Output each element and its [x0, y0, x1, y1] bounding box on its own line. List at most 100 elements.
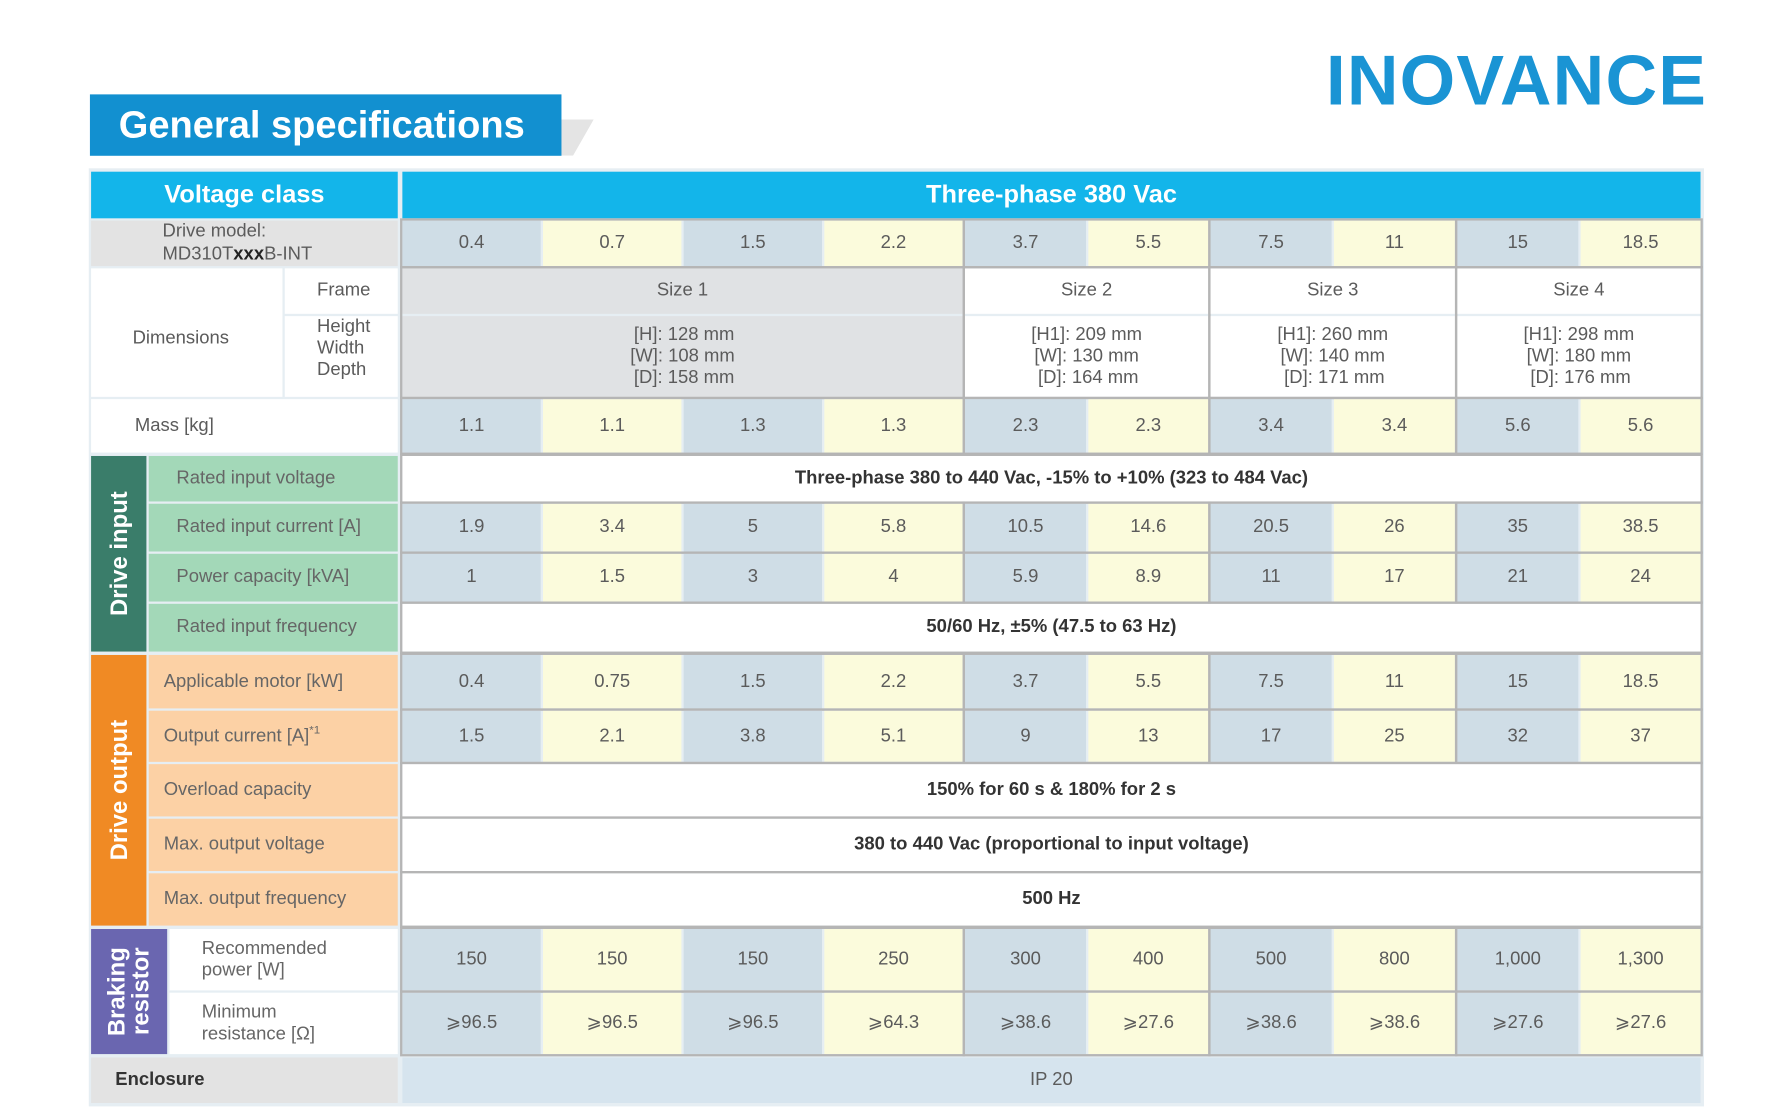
logo: INOVANCE	[1325, 42, 1708, 121]
value-cell: ⩾27.6	[1088, 992, 1209, 1055]
row-label: Drive model: MD310TxxxB-INT	[91, 220, 398, 267]
value-cell: 11	[1333, 654, 1455, 709]
row-label: Enclosure	[91, 1057, 398, 1103]
span-cell: 50/60 Hz, ±5% (47.5 to 63 Hz)	[402, 603, 1701, 652]
value-cell: ⩾38.6	[964, 992, 1087, 1055]
value-cell: ⩾27.6	[1457, 992, 1579, 1055]
label-text: Rated input frequency	[176, 617, 357, 638]
value-cell: 250	[824, 929, 963, 991]
value-cell: 4	[824, 553, 963, 602]
value-cell: 25	[1333, 710, 1455, 762]
row-label: Rated input current [A]	[148, 503, 398, 552]
title-bar: General specifications	[89, 94, 562, 156]
size-line: [W]: 130 mm	[1034, 346, 1139, 367]
value-cell: 13	[1088, 710, 1209, 762]
label-text: Drive model:	[162, 221, 267, 242]
model-name: MD310TxxxB-INT	[163, 243, 313, 266]
value-cell: 3.7	[964, 220, 1087, 267]
size-line: [W]: 180 mm	[1526, 346, 1632, 367]
value-cell: 5.1	[824, 710, 963, 762]
value-cell: 0.4	[402, 654, 541, 709]
row-label: Minimum resistance [Ω]	[169, 992, 398, 1055]
value-cell: 17	[1333, 553, 1455, 602]
value-cell: 10.5	[964, 503, 1087, 552]
value-cell: 1	[402, 553, 541, 602]
value-cell: 3.4	[543, 503, 682, 552]
model-part: xxx	[233, 244, 265, 264]
header-cell: Voltage class	[91, 171, 398, 219]
value-cell: ⩾96.5	[543, 992, 682, 1055]
label-line: Depth	[317, 360, 367, 381]
value-cell: 5.5	[1088, 220, 1209, 267]
section-text: Drive output	[105, 719, 133, 861]
value-cell: 500	[1210, 929, 1332, 991]
value-cell: 0.7	[543, 220, 682, 267]
label-text: Applicable motor [kW]	[163, 671, 344, 692]
span-cell: 380 to 440 Vac (proportional to input vo…	[402, 818, 1701, 872]
value-cell: 300	[964, 929, 1087, 991]
section-line: resistor	[127, 947, 155, 1036]
size-line: [H]: 128 mm	[633, 324, 735, 345]
value-cell: 5.6	[1580, 399, 1701, 453]
value-cell: 26	[1333, 503, 1455, 552]
section-label: Drive output	[91, 654, 147, 926]
row-label: Max. output frequency	[148, 873, 398, 926]
value-cell: 18.5	[1580, 220, 1701, 267]
value-cell: 1.1	[402, 399, 541, 453]
value-cell: 9	[964, 710, 1087, 762]
frame-cell: Size 1	[402, 268, 963, 314]
value-cell: 8.9	[1088, 553, 1209, 602]
size-cell: [H1]: 298 mm [W]: 180 mm [D]: 176 mm	[1457, 316, 1701, 397]
value-cell: 18.5	[1580, 654, 1701, 709]
value-cell: 1.5	[402, 710, 541, 762]
value-cell: 1,300	[1580, 929, 1701, 991]
value-cell: 5.5	[1088, 654, 1209, 709]
value-cell: 5.6	[1457, 399, 1579, 453]
value-cell: 2.3	[1088, 399, 1209, 453]
value-cell: 20.5	[1210, 503, 1332, 552]
value-cell: 35	[1457, 503, 1579, 552]
value-cell: 2.2	[824, 654, 963, 709]
value-cell: 150	[402, 929, 541, 991]
value-cell: 2.3	[964, 399, 1087, 453]
size-line: [H1]: 298 mm	[1523, 324, 1635, 345]
section-text: Braking resistor	[104, 947, 155, 1036]
value-cell: ⩾96.5	[402, 992, 541, 1055]
value-cell: 800	[1333, 929, 1455, 991]
row-label: Output current [A] *1	[148, 710, 398, 762]
size-line: [D]: 158 mm	[633, 368, 735, 388]
value-cell: 11	[1333, 220, 1455, 267]
value-cell: 38.5	[1580, 503, 1701, 552]
value-cell: ⩾96.5	[683, 992, 823, 1055]
row-label: Overload capacity	[148, 764, 398, 817]
value-cell: 150	[683, 929, 823, 991]
row-label: Mass [kg]	[91, 399, 398, 453]
value-cell: 5.9	[964, 553, 1087, 602]
size-cell: [H]: 128 mm [W]: 108 mm [D]: 158 mm	[402, 316, 963, 397]
section-label: Drive input	[91, 455, 147, 652]
section-text: Drive input	[105, 491, 133, 617]
value-cell: 7.5	[1210, 654, 1332, 709]
value-cell: 17	[1210, 710, 1332, 762]
frame-cell: Size 2	[964, 268, 1209, 314]
value-cell: 21	[1457, 553, 1579, 602]
label-text: Overload capacity	[163, 780, 312, 800]
size-line: [W]: 108 mm	[630, 346, 735, 367]
sub-label: Height Width Depth	[284, 316, 398, 397]
footnote-mark: *1	[309, 724, 321, 737]
value-cell: 0.75	[543, 654, 682, 709]
span-cell: 500 Hz	[402, 873, 1701, 926]
row-label: Max. output voltage	[148, 818, 398, 872]
value-cell: 24	[1580, 553, 1701, 602]
label-text: Minimum resistance [Ω]	[201, 1002, 315, 1044]
label-text: Recommended power [W]	[201, 939, 327, 981]
label-line: Height	[317, 317, 371, 337]
value-cell: 15	[1457, 220, 1579, 267]
row-label: Applicable motor [kW]	[148, 654, 398, 709]
value-cell: 3	[683, 553, 823, 602]
model-part: MD310T	[162, 244, 234, 264]
value-cell: 5	[683, 503, 823, 552]
row-label: Dimensions	[91, 268, 283, 397]
size-line: [D]: 176 mm	[1530, 368, 1631, 388]
